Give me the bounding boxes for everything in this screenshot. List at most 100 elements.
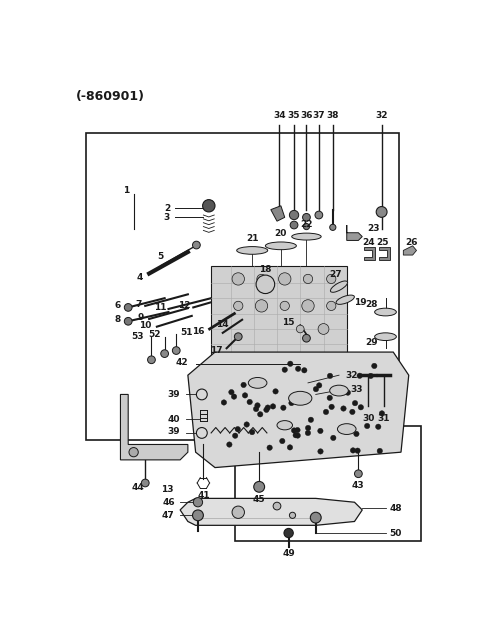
Text: 11: 11 [155, 303, 167, 312]
Ellipse shape [375, 308, 396, 316]
Polygon shape [379, 247, 390, 260]
Circle shape [350, 447, 356, 453]
Text: 42: 42 [175, 358, 188, 366]
Circle shape [278, 273, 291, 285]
Ellipse shape [292, 233, 321, 240]
Text: 25: 25 [376, 238, 389, 247]
Circle shape [302, 334, 311, 342]
Text: 23: 23 [368, 225, 380, 233]
Circle shape [302, 213, 311, 221]
Polygon shape [120, 394, 188, 460]
Circle shape [124, 303, 132, 311]
Circle shape [349, 409, 355, 414]
Circle shape [331, 435, 336, 441]
Circle shape [280, 301, 289, 311]
Text: 34: 34 [273, 110, 286, 120]
Circle shape [232, 433, 238, 439]
Text: 21: 21 [246, 234, 258, 243]
Circle shape [375, 424, 381, 429]
Text: 32: 32 [375, 110, 388, 120]
Text: 14: 14 [216, 320, 229, 329]
Text: 13: 13 [161, 485, 173, 494]
Circle shape [329, 404, 335, 409]
Circle shape [250, 429, 255, 435]
Circle shape [147, 356, 156, 364]
Text: 39: 39 [168, 390, 180, 399]
Circle shape [273, 389, 278, 394]
Text: 22: 22 [300, 220, 312, 229]
Circle shape [254, 482, 264, 492]
Text: 41: 41 [197, 490, 210, 500]
Circle shape [289, 210, 299, 220]
Circle shape [308, 417, 313, 422]
Text: 39: 39 [168, 427, 180, 436]
Text: 45: 45 [253, 495, 265, 504]
Text: 47: 47 [162, 511, 175, 520]
Circle shape [377, 448, 383, 454]
Circle shape [318, 324, 329, 334]
Text: 27: 27 [329, 270, 341, 279]
Circle shape [318, 449, 323, 454]
Circle shape [281, 405, 286, 411]
Circle shape [288, 361, 293, 366]
Text: 10: 10 [139, 321, 152, 329]
Text: 51: 51 [180, 328, 192, 338]
Circle shape [265, 405, 270, 411]
Text: 9: 9 [137, 313, 144, 322]
Text: 20: 20 [275, 229, 287, 238]
Circle shape [290, 221, 298, 229]
Text: 31: 31 [378, 414, 390, 422]
Circle shape [124, 318, 132, 325]
Text: 50: 50 [389, 529, 402, 537]
Text: 12: 12 [178, 301, 190, 310]
Text: 6: 6 [114, 301, 120, 310]
Text: 43: 43 [352, 480, 365, 490]
Circle shape [284, 529, 293, 538]
Text: 32: 32 [345, 371, 358, 379]
Circle shape [350, 427, 355, 432]
Circle shape [305, 431, 311, 436]
Circle shape [354, 431, 359, 437]
Circle shape [273, 502, 281, 510]
Circle shape [234, 333, 242, 341]
Polygon shape [364, 247, 375, 260]
Circle shape [257, 275, 266, 283]
Circle shape [241, 383, 246, 388]
Text: 16: 16 [192, 327, 204, 336]
Ellipse shape [265, 242, 296, 250]
Ellipse shape [277, 421, 292, 430]
Text: 15: 15 [282, 318, 295, 328]
Ellipse shape [248, 378, 267, 388]
Bar [86, 132, 398, 440]
Text: 46: 46 [162, 498, 175, 507]
Text: 8: 8 [114, 315, 120, 324]
Text: 28: 28 [365, 300, 378, 309]
Circle shape [327, 395, 333, 401]
Circle shape [364, 423, 370, 429]
Circle shape [327, 373, 333, 379]
Polygon shape [188, 352, 409, 467]
Polygon shape [180, 499, 362, 525]
Circle shape [352, 401, 358, 406]
Text: 38: 38 [326, 110, 339, 120]
Circle shape [244, 422, 250, 427]
Circle shape [221, 400, 227, 405]
Circle shape [231, 394, 237, 399]
Circle shape [227, 442, 232, 447]
Circle shape [203, 200, 215, 212]
Circle shape [376, 207, 387, 217]
Circle shape [355, 448, 360, 454]
Circle shape [270, 404, 276, 409]
Text: 48: 48 [389, 504, 402, 513]
Circle shape [372, 363, 377, 369]
Circle shape [289, 512, 296, 519]
Circle shape [315, 211, 323, 219]
Circle shape [267, 445, 272, 451]
Circle shape [192, 510, 204, 520]
Circle shape [295, 433, 300, 438]
Circle shape [345, 390, 350, 396]
Circle shape [295, 366, 301, 371]
Text: 30: 30 [362, 414, 374, 422]
Circle shape [255, 300, 268, 312]
Polygon shape [347, 225, 362, 240]
